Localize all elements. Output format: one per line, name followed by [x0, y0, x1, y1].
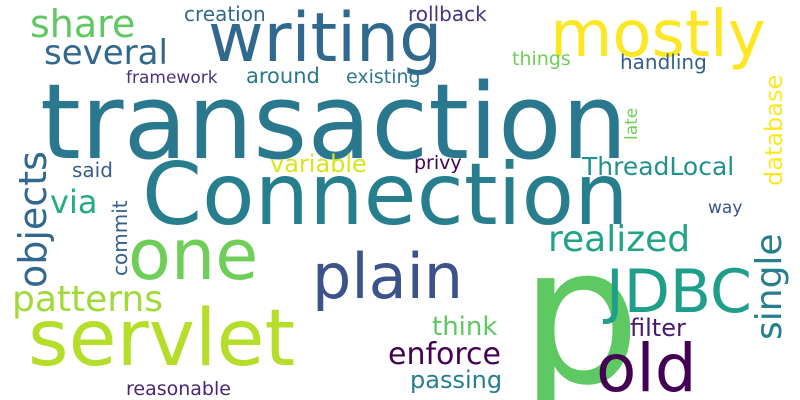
word-one: one: [128, 214, 259, 296]
word-commit: commit: [108, 200, 132, 276]
word-several: several: [44, 33, 168, 73]
word-handling: handling: [620, 50, 707, 74]
word-single: single: [749, 233, 790, 340]
word-realized: realized: [548, 219, 691, 260]
word-variable: variable: [270, 150, 367, 178]
word-connection: Connection: [142, 145, 629, 245]
word-framework: framework: [126, 68, 218, 88]
word-via: via: [50, 183, 98, 221]
word-think: think: [432, 312, 498, 342]
word-jdbc: JDBC: [606, 257, 752, 327]
word-rollback: rollback: [408, 2, 487, 26]
word-p: p: [520, 206, 641, 400]
word-filter: filter: [630, 314, 686, 342]
word-late: late: [622, 107, 642, 140]
word-around: around: [246, 64, 320, 88]
word-things: things: [512, 48, 571, 70]
word-database: database: [760, 74, 788, 186]
word-existing: existing: [346, 66, 421, 88]
word-way: way: [708, 198, 743, 218]
word-plain: plain: [312, 240, 464, 313]
word-said: said: [72, 158, 113, 182]
word-old: old: [596, 330, 697, 400]
word-mostly: mostly: [550, 0, 766, 72]
word-reasonable: reasonable: [126, 378, 231, 400]
word-passing: passing: [410, 366, 503, 394]
word-transaction: transaction: [40, 61, 628, 183]
word-threadlocal: ThreadLocal: [582, 152, 735, 181]
word-enforce: enforce: [388, 337, 502, 372]
word-writing: writing: [208, 0, 443, 78]
word-share: share: [30, 2, 136, 46]
word-objects: objects: [11, 151, 55, 288]
word-patterns: patterns: [12, 279, 164, 320]
word-servlet: servlet: [28, 294, 296, 384]
word-creation: creation: [184, 2, 266, 26]
word-privy: privy: [414, 152, 462, 174]
